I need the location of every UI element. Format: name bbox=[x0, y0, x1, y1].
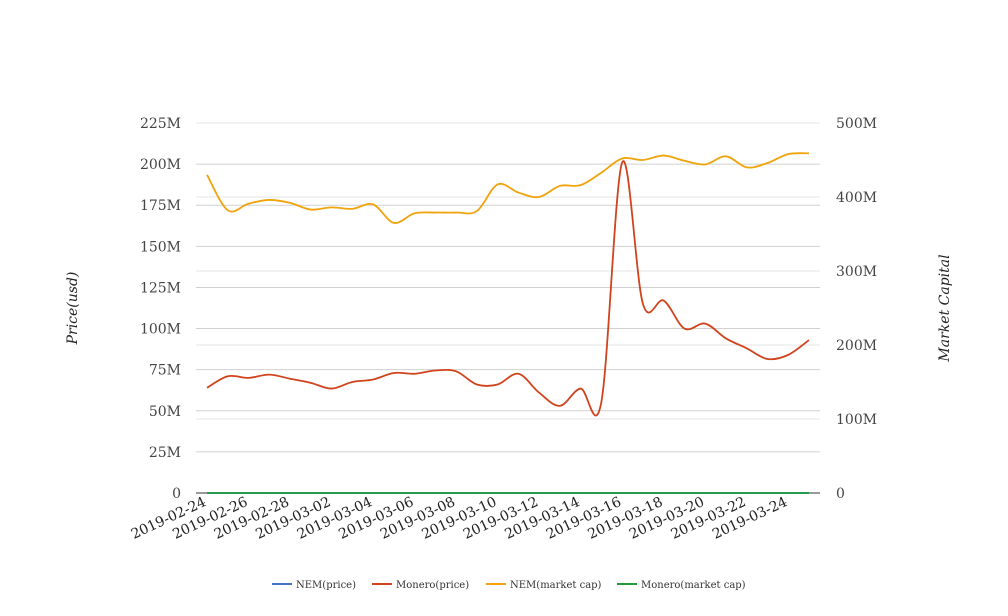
y-tick-label: 50M bbox=[149, 404, 181, 420]
y-tick-label: 175M bbox=[140, 198, 181, 214]
y2-tick-label: 0 bbox=[836, 486, 845, 502]
y-axis-right-title: Market Capital bbox=[937, 254, 953, 362]
y2-tick-label: 400M bbox=[836, 190, 877, 206]
y-tick-label: 125M bbox=[140, 280, 181, 296]
y2-tick-label: 100M bbox=[836, 412, 877, 428]
y2-tick-label: 300M bbox=[836, 264, 877, 280]
y-axis-left-title: Price(usd) bbox=[65, 272, 81, 346]
y2-tick-label: 200M bbox=[836, 338, 877, 354]
y-tick-label: 25M bbox=[149, 445, 181, 461]
legend-label: NEM(market cap) bbox=[510, 580, 602, 591]
legend-label: Monero(price) bbox=[396, 580, 469, 591]
y-tick-label: 75M bbox=[149, 363, 181, 379]
gridlines bbox=[196, 122, 820, 494]
legend: NEM(price) Monero(price) NEM(market cap) Mo… bbox=[272, 580, 746, 591]
legend-item-nem-market-cap: NEM(market cap) bbox=[486, 580, 602, 591]
legend-item-nem-price: NEM(price) bbox=[272, 580, 356, 591]
legend-item-monero-market-cap: Monero(market cap) bbox=[617, 580, 746, 591]
y-tick-label: 200M bbox=[140, 157, 181, 173]
legend-item-monero-price: Monero(price) bbox=[372, 580, 469, 591]
series-lines bbox=[206, 152, 810, 494]
y2-tick-label: 500M bbox=[836, 116, 877, 132]
y-tick-label: 100M bbox=[140, 322, 181, 338]
legend-label: NEM(price) bbox=[296, 580, 356, 591]
series-line-nem-market-cap bbox=[206, 152, 810, 224]
y-tick-label: 225M bbox=[140, 116, 181, 132]
x-axis-ticks: 2019-02-242019-02-262019-02-282019-03-02… bbox=[129, 494, 790, 543]
y-tick-label: 150M bbox=[140, 239, 181, 255]
legend-label: Monero(market cap) bbox=[641, 580, 746, 591]
y-axis-left-ticks: 0 25M 50M 75M 100M 125M 150M 175M 200M 225M bbox=[140, 116, 181, 502]
y-axis-right-ticks: 0 100M 200M 300M 400M 500M bbox=[836, 116, 877, 502]
series-line-monero-price bbox=[206, 160, 810, 417]
y-tick-label: 0 bbox=[172, 486, 181, 502]
